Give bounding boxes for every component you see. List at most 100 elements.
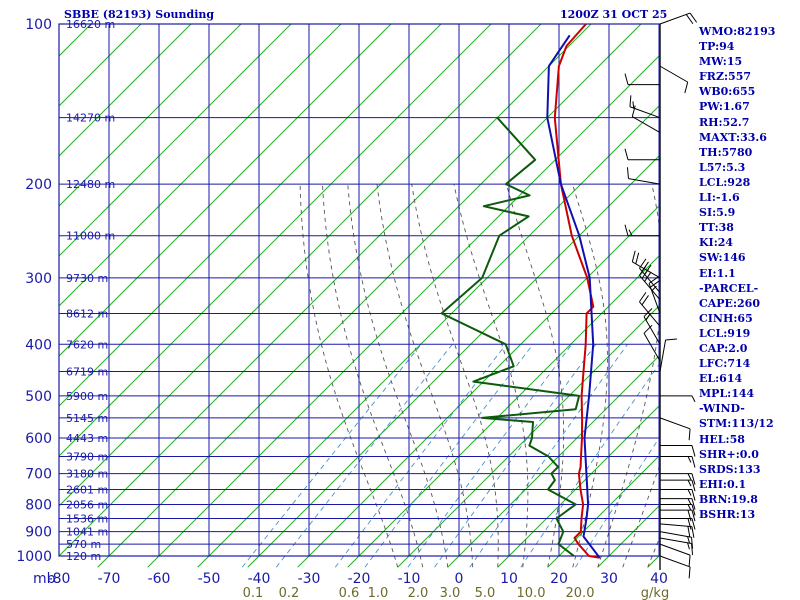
wind-barb-feather [650, 280, 661, 288]
mixing-ratio-line [575, 436, 660, 568]
wind-barb [660, 395, 696, 403]
wind-barb-feather [691, 395, 696, 403]
height-label: 1536 m [66, 512, 108, 525]
mixing-ratio-label: 3.0 [440, 586, 461, 600]
wind-barb-staff [643, 316, 661, 345]
pressure-tick-label: 400 [25, 337, 52, 353]
mixing-ratio-label: 0.6 [339, 586, 360, 600]
index-entry: SRDS:133 [699, 462, 761, 476]
index-entry: SHR+:0.0 [699, 447, 759, 461]
wind-barb [660, 498, 696, 510]
index-entry: KI:24 [699, 236, 734, 250]
isotherm-line [397, 304, 660, 568]
moist-adiabat-line [453, 184, 529, 568]
temperature-tick-labels: -80 -70 -60 -50 -40 -30 -20 -10 0 10 20 30 40 [48, 571, 668, 587]
wind-barb [660, 509, 696, 522]
height-label: 2601 m [66, 484, 108, 497]
mixing-ratio-label: 2.0 [408, 586, 429, 600]
index-entry: SI:5.9 [699, 206, 736, 220]
index-entry: FRZ:557 [699, 70, 752, 84]
isotherm-line [447, 354, 660, 568]
isotherm-line [59, 24, 292, 257]
mixing-ratio-label: 10.0 [517, 586, 546, 600]
mixing-ratio-line [275, 344, 453, 568]
index-entry: CAPE:260 [699, 296, 760, 310]
moist-adiabat-line [299, 184, 399, 568]
pressure-tick-label: 200 [25, 177, 52, 193]
height-label: 120 m [66, 550, 101, 563]
wind-barb [660, 479, 696, 492]
index-entry: CAP:2.0 [699, 341, 748, 355]
isotherm-lines [0, 12, 660, 568]
wind-barb-feather [665, 338, 677, 341]
wind-barb-feather [691, 526, 695, 538]
pressure-tick-label: 800 [25, 497, 52, 513]
wind-barb-feather [644, 264, 652, 275]
wind-barb [660, 445, 696, 457]
temperature-tick-label: -70 [98, 571, 121, 587]
moist-adiabat-line [572, 184, 608, 568]
wind-barb-feather [687, 526, 691, 538]
wind-barb-staff [632, 116, 661, 134]
temperature-tick-label: 40 [650, 571, 668, 587]
wind-barb-staff [639, 275, 661, 301]
index-entry: LI:-1.6 [699, 191, 740, 205]
time-title: 1200Z 31 OCT 25 [560, 8, 668, 21]
wind-barb-feather [691, 456, 696, 468]
wind-barb-staff [659, 339, 667, 372]
height-label: 4443 m [66, 432, 108, 445]
wind-barb [660, 503, 696, 516]
isotherm-line [0, 12, 53, 567]
wind-barb [660, 489, 696, 501]
wind-barb-staff [659, 555, 691, 568]
moist-adiabat-line [506, 184, 565, 568]
wind-barb-feather [687, 542, 690, 550]
wind-barb-feather [624, 148, 629, 160]
wind-barb [631, 250, 661, 279]
height-label: 9730 m [66, 272, 108, 285]
wind-barb-staff [659, 537, 692, 545]
temperature-tick-label: 0 [455, 571, 464, 587]
wind-barb-feather [688, 566, 691, 579]
mixing-ratio-label: 1.0 [368, 586, 389, 600]
index-entry: TT:38 [699, 221, 734, 235]
index-entry: SW:146 [699, 251, 746, 265]
wind-barb-staff [659, 12, 691, 25]
pressure-tick-label: 900 [25, 525, 52, 541]
temperature-tick-label: -20 [348, 571, 371, 587]
index-entry: EL:614 [699, 372, 743, 386]
wind-barb-feather [688, 428, 691, 441]
index-entry: STM:113/12 [699, 417, 774, 431]
wind-barb [659, 338, 677, 372]
temperature-tick-label: -60 [148, 571, 171, 587]
height-label: 8612 m [66, 307, 108, 320]
wind-barb-feather [687, 536, 690, 544]
moist-adiabat-line [376, 184, 474, 568]
parcel-path-line [546, 34, 601, 559]
mixing-ratio-line [469, 344, 628, 568]
wind-barb [643, 324, 661, 362]
index-entry: WB0:655 [699, 85, 756, 99]
wind-barb-feather [639, 292, 647, 303]
pressure-tick-label: 700 [25, 467, 52, 483]
wind-barb-feather [641, 261, 649, 272]
temperature-tick-label: 20 [550, 571, 568, 587]
temperature-tick-label: 10 [500, 571, 518, 587]
isotherm-line [197, 104, 660, 568]
temperature-tick-label: 30 [600, 571, 618, 587]
wind-barb-feather [689, 12, 698, 23]
height-label: 11000 m [66, 230, 115, 243]
wind-barb [659, 543, 691, 567]
moist-adiabat-line [597, 184, 660, 568]
wind-barb-feather [687, 498, 692, 505]
wind-barb-feather [644, 271, 652, 282]
height-label: 5145 m [66, 412, 108, 425]
wind-barb [659, 417, 691, 441]
isotherm-line [59, 24, 542, 507]
index-entry: EHI:0.1 [699, 477, 747, 491]
index-entry: -PARCEL- [699, 281, 759, 295]
profile-lines [440, 24, 601, 559]
isotherm-line [59, 24, 242, 207]
moist-adiabat-line [411, 184, 499, 568]
